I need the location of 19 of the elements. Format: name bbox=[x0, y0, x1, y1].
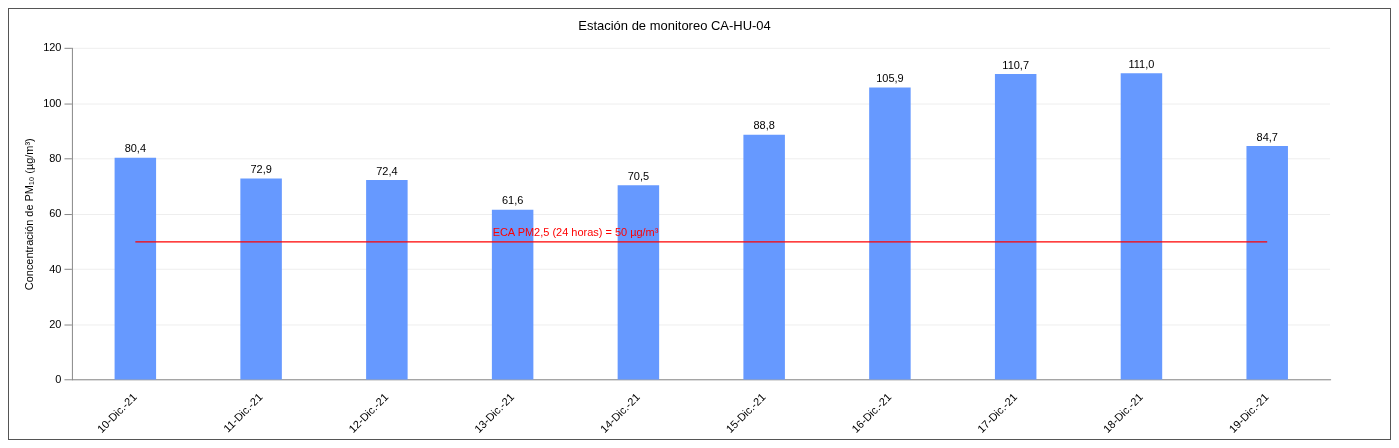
y-tick-label: 100 bbox=[43, 96, 62, 109]
y-tick-label: 20 bbox=[49, 317, 62, 330]
data-label: 61,6 bbox=[501, 194, 524, 207]
data-label: 88,8 bbox=[753, 119, 775, 132]
data-label: 72,9 bbox=[250, 163, 272, 176]
y-tick-label: 120 bbox=[43, 41, 62, 54]
y-tick-label: 40 bbox=[49, 262, 62, 275]
data-label: 105,9 bbox=[876, 71, 904, 84]
chart-title: Estación de monitoreo CA-HU-04 bbox=[578, 18, 771, 34]
data-label: 84,7 bbox=[1256, 130, 1278, 143]
y-axis-title: Concentración de PM₁₀ (µg/m³) bbox=[22, 138, 35, 291]
y-tick-label: 0 bbox=[55, 373, 62, 386]
data-label: 80,4 bbox=[124, 142, 147, 155]
data-label: 111,0 bbox=[1128, 57, 1155, 70]
data-label: 72,4 bbox=[376, 164, 398, 177]
y-tick-label: 80 bbox=[49, 152, 62, 164]
data-label: 70,5 bbox=[627, 169, 650, 182]
data-label: 110,7 bbox=[1002, 58, 1030, 71]
y-tick-label: 60 bbox=[49, 207, 62, 220]
